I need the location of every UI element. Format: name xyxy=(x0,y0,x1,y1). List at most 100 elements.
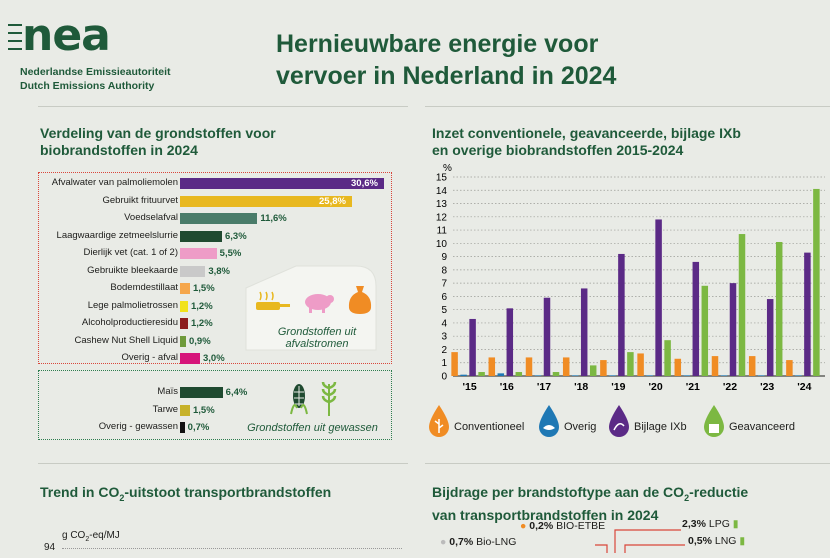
connector-lines xyxy=(595,525,685,558)
y-tick-label: 1 xyxy=(441,358,447,369)
x-tick-label: '16 xyxy=(500,381,514,393)
item-label: Bio-LNG xyxy=(476,536,517,548)
bar-label: Overig - afval xyxy=(121,352,179,363)
column-bar xyxy=(460,374,467,376)
page-title: Hernieuwbare energie voor vervoer in Ned… xyxy=(276,28,616,92)
bar xyxy=(180,335,186,347)
column-bar xyxy=(748,356,756,376)
bar-value-label: 1,2% xyxy=(191,300,213,312)
unit-subscript: 2 xyxy=(85,536,90,543)
fuel-drop-icon: ● xyxy=(520,520,527,532)
title-part: -uitstoot transportbrandstoffen xyxy=(124,484,332,500)
column-bar xyxy=(562,357,570,376)
bar-value-label: 0,9% xyxy=(189,335,211,347)
waste-caption: Grondstoffen uit afvalstromen xyxy=(262,326,372,350)
column-bar xyxy=(692,261,700,376)
legend-bijlage: Bijlage IXb xyxy=(608,404,687,443)
right-title-line-2: en overige biobrandstoffen 2015-2024 xyxy=(432,142,684,158)
bar xyxy=(180,353,200,364)
y-tick-label: 12 xyxy=(436,212,448,223)
crops-caption: Grondstoffen uit gewassen xyxy=(247,422,378,434)
column-bar xyxy=(804,252,811,376)
fuel-drop-icon xyxy=(429,405,449,437)
column-bar xyxy=(543,297,551,376)
bar-value-label: 0,7% xyxy=(187,422,210,433)
bar-label: Gebruikte bleekaarde xyxy=(87,264,178,276)
column-bar xyxy=(618,253,625,376)
column-bar xyxy=(646,375,653,376)
bio-lng-item: ● 0,7% Bio-LNG xyxy=(440,536,516,548)
co2-reduction-title: Bijdrage per brandstoftype aan de CO2-re… xyxy=(432,484,748,524)
y-tick-label: 94 xyxy=(44,542,56,553)
column-bar xyxy=(478,372,485,376)
unit-part: g CO xyxy=(62,530,86,541)
fuel-drop-icon xyxy=(704,405,724,437)
title-part: -reductie xyxy=(689,484,749,500)
column-bar xyxy=(571,375,579,376)
bar-label: Tarwe xyxy=(152,403,178,415)
bar xyxy=(180,178,384,189)
corn-icon xyxy=(288,380,310,421)
column-bar xyxy=(469,318,476,376)
fuel-drop-icon xyxy=(539,405,559,437)
x-tick-label: '18 xyxy=(574,381,588,393)
y-tick-label: 4 xyxy=(441,318,447,329)
bar-value-label: 1,5% xyxy=(193,283,215,294)
column-bar xyxy=(600,360,607,376)
bar-value-label: 3,8% xyxy=(208,265,230,277)
title-part: Bijdrage per brandstoftype aan de CO xyxy=(432,484,685,500)
item-value: 2,3% xyxy=(682,518,706,530)
fuel-drop-icon: ● xyxy=(440,536,447,548)
x-tick-label: '22 xyxy=(723,381,737,393)
y-tick-label: 15 xyxy=(436,173,448,184)
gas-cylinder-icon: ▮ xyxy=(732,518,739,530)
column-bar xyxy=(637,353,644,376)
column-bar xyxy=(766,299,774,376)
bar xyxy=(180,283,190,294)
crops-group-box xyxy=(38,370,392,440)
column-bar xyxy=(627,352,634,376)
legend-label: Bijlage IXb xyxy=(634,421,687,433)
column-bar xyxy=(451,352,458,376)
bar xyxy=(180,387,223,398)
bar-label: Lege palmolietrossen xyxy=(87,299,178,311)
column-bar xyxy=(664,340,671,376)
item-label: LPG xyxy=(708,518,730,530)
bar-value-label: 11,6% xyxy=(260,213,287,224)
x-tick-label: '21 xyxy=(686,381,700,393)
column-bar xyxy=(683,375,691,376)
legend-overig: Overig xyxy=(538,404,596,443)
column-bar xyxy=(488,357,496,376)
logo-lines xyxy=(8,24,22,54)
title-line-1: Bijdrage per brandstoftype aan de CO2-re… xyxy=(432,484,748,507)
bar-value-label: 30,6% xyxy=(351,178,378,189)
title-part: Trend in CO xyxy=(40,484,120,500)
column-bar xyxy=(515,372,523,376)
bar-value-label: 6,4% xyxy=(225,387,248,398)
chart-legend: Conventioneel Overig Bijlage IXb Geavanc… xyxy=(428,404,828,440)
bar-label: Gebruikt frituurvet xyxy=(102,194,179,206)
column-bar xyxy=(711,356,719,376)
y-tick-label: 2 xyxy=(441,345,447,356)
lpg-item: 2,3% LPG ▮ xyxy=(682,518,739,530)
title-line-2: van transportbrandstoffen in 2024 xyxy=(432,506,659,523)
bar-value-label: 5,5% xyxy=(219,248,242,259)
legend-geavanceerd: Geavanceerd xyxy=(703,404,795,443)
column-bar xyxy=(720,375,728,376)
left-title-line-2: biobrandstoffen in 2024 xyxy=(40,142,198,158)
x-tick-label: '17 xyxy=(537,381,551,393)
item-value: 0,5% xyxy=(688,535,712,547)
bar xyxy=(180,404,190,416)
bar xyxy=(180,230,222,242)
fuel-drop-icon xyxy=(609,405,629,437)
wheat-icon xyxy=(318,380,340,421)
item-label: LNG xyxy=(714,535,737,547)
divider xyxy=(425,463,830,464)
bar xyxy=(180,195,352,207)
bar-label: Bodemdestillaat xyxy=(110,282,178,293)
co2-y-unit: g CO2-eq/MJ xyxy=(62,530,120,543)
item-label: BIO-ETBE xyxy=(556,520,606,532)
legend-label: Overig xyxy=(564,421,597,433)
legend-label: Conventioneel xyxy=(454,421,525,433)
column-bar xyxy=(786,360,793,376)
